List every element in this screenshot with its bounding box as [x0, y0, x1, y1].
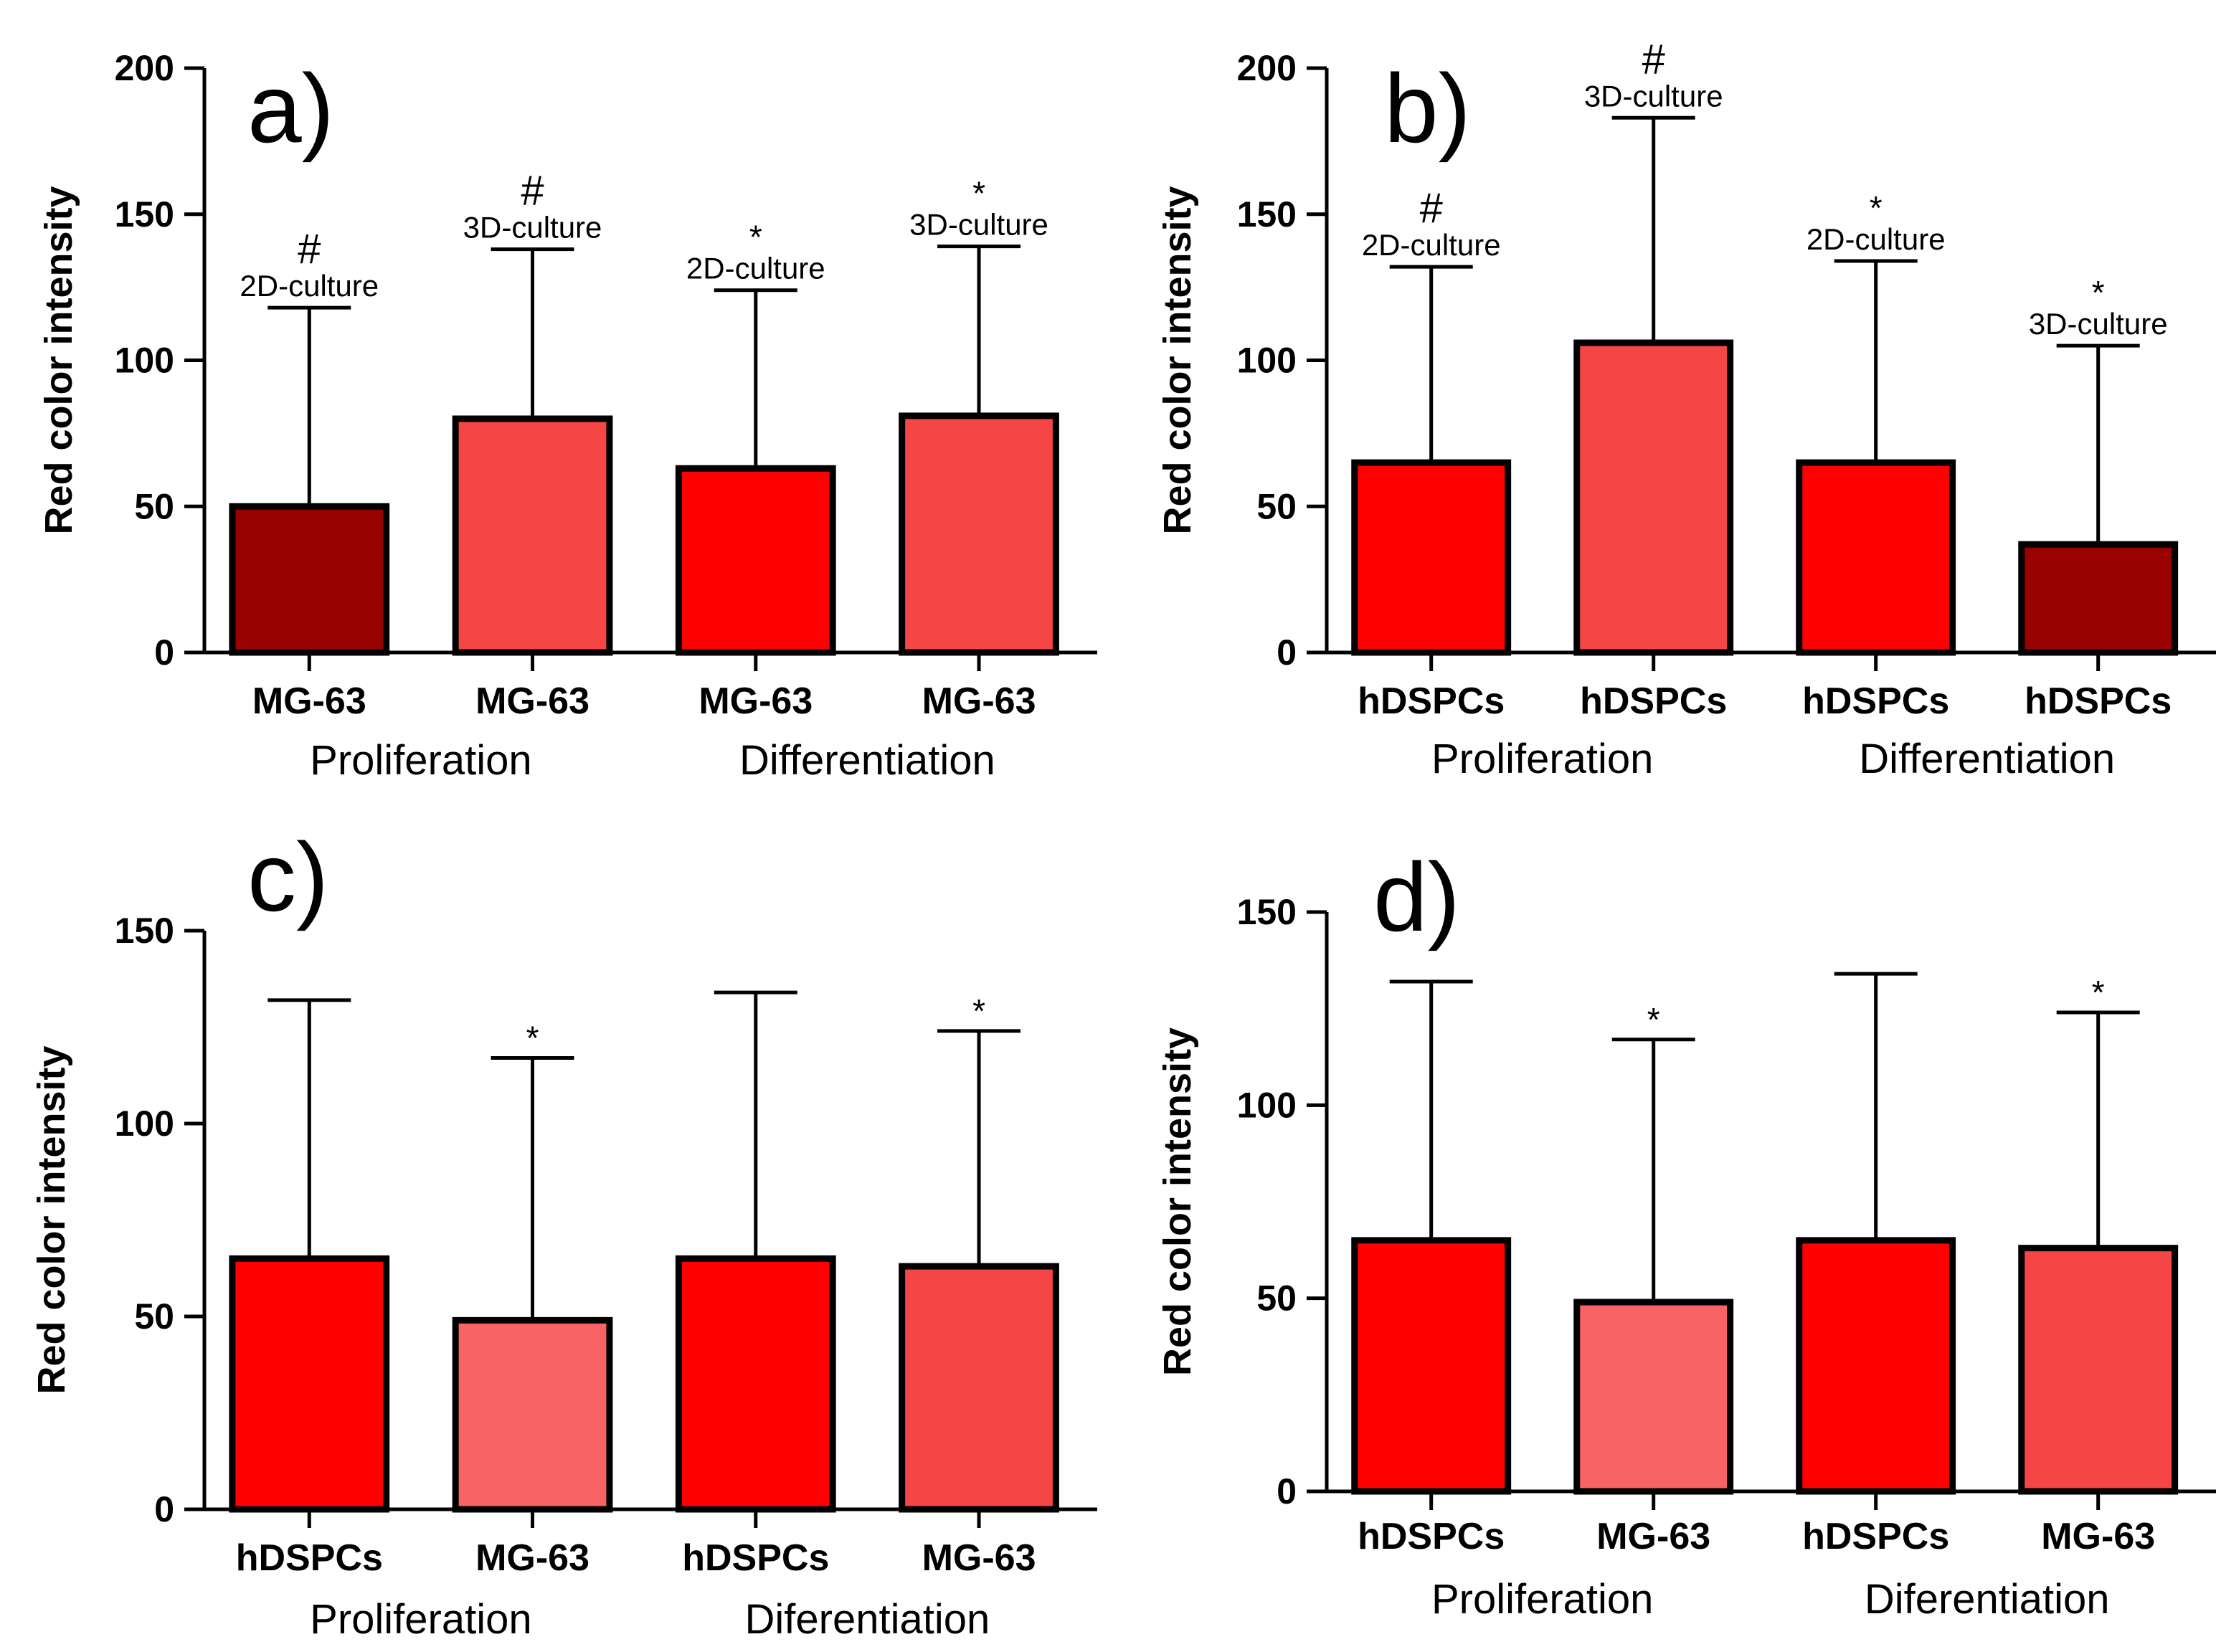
- x-category-label: MG-63: [922, 1537, 1036, 1579]
- annotation-symbol: #: [1642, 36, 1665, 82]
- x-category-label: MG-63: [252, 680, 366, 722]
- annotation-text: 3D-culture: [2029, 307, 2168, 341]
- y-tick-label: 0: [154, 632, 174, 673]
- x-category-label: MG-63: [698, 680, 813, 722]
- x-category-label: hDSPCs: [1802, 680, 1949, 722]
- annotation-symbol: *: [2092, 274, 2105, 311]
- y-tick-label: 50: [134, 1296, 174, 1337]
- chart-panel: a) 0 50 100 150 200 Red color intensity MG-63 2D…: [37, 48, 1097, 784]
- x-category-label: MG-63: [1596, 1516, 1710, 1557]
- bar: [229, 503, 390, 656]
- bar: [1573, 339, 1734, 656]
- bar: [1573, 1299, 1734, 1495]
- bar: [1351, 1237, 1512, 1495]
- bar: [899, 412, 1059, 656]
- x-category-label: hDSPCs: [1358, 1516, 1505, 1557]
- y-tick-label: 200: [1237, 48, 1297, 88]
- annotation-text: 2D-culture: [1362, 228, 1501, 262]
- y-axis-label: Red color intensity: [1156, 1027, 1199, 1376]
- annotation-symbol: *: [526, 1020, 539, 1057]
- y-tick-label: 150: [115, 911, 174, 951]
- x-group-label: Proliferation: [1431, 1576, 1653, 1623]
- y-tick-label: 50: [134, 486, 174, 526]
- x-group-label: Proliferation: [1431, 736, 1653, 782]
- bar: [1796, 1237, 1956, 1495]
- panel-label: a): [247, 54, 334, 163]
- annotation-symbol: *: [749, 219, 762, 256]
- chart-panel: c) 0 50 100 150 Red color intensity hDSPCs MG-6…: [30, 822, 1097, 1643]
- y-tick-label: 0: [154, 1489, 174, 1529]
- y-tick-label: 100: [115, 1103, 174, 1144]
- y-tick-label: 150: [1237, 892, 1297, 932]
- y-tick-label: 50: [1256, 1278, 1297, 1319]
- x-group-label: Proliferation: [310, 737, 531, 784]
- x-group-label: Diferentiation: [1865, 1576, 2110, 1623]
- x-category-label: MG-63: [2041, 1516, 2155, 1557]
- x-group-label: Differentiation: [1859, 736, 2115, 782]
- x-group-label: Proliferation: [310, 1596, 531, 1643]
- annotation-symbol: #: [298, 226, 321, 272]
- bar: [675, 1255, 836, 1513]
- bar: [452, 415, 613, 656]
- bar: [2018, 1245, 2179, 1495]
- annotation-text: 2D-culture: [240, 269, 379, 303]
- bar: [452, 1316, 613, 1513]
- y-tick-label: 150: [1237, 194, 1297, 234]
- bar: [2018, 541, 2179, 656]
- y-axis-label: Red color intensity: [1156, 186, 1199, 534]
- annotation-symbol: *: [1870, 189, 1883, 227]
- y-tick-label: 0: [1277, 1471, 1297, 1511]
- annotation-symbol: #: [521, 168, 544, 214]
- x-category-label: hDSPCs: [2025, 680, 2172, 722]
- bar: [229, 1255, 390, 1513]
- y-tick-label: 100: [1237, 1085, 1297, 1125]
- annotation-text: 2D-culture: [1806, 222, 1946, 256]
- x-category-label: hDSPCs: [1358, 680, 1505, 722]
- annotation-text: 3D-culture: [909, 208, 1048, 242]
- panel-label: d): [1373, 842, 1460, 951]
- panel-label: c): [247, 822, 328, 931]
- y-axis-label: Red color intensity: [37, 186, 80, 534]
- y-axis-label: Red color intensity: [30, 1045, 73, 1394]
- annotation-text: 3D-culture: [463, 211, 602, 245]
- x-category-label: MG-63: [475, 1537, 589, 1579]
- chart-panel: b) 0 50 100 150 200 Red color intensity hDSPCs 2…: [1156, 36, 2216, 782]
- annotation-symbol: *: [972, 175, 985, 212]
- annotation-symbol: *: [1647, 1001, 1660, 1038]
- x-category-label: MG-63: [922, 680, 1036, 722]
- y-tick-label: 100: [1237, 341, 1297, 381]
- x-category-label: hDSPCs: [1580, 680, 1727, 722]
- annotation-text: 3D-culture: [1584, 79, 1723, 113]
- x-group-label: Differentiation: [739, 737, 995, 784]
- chart-panel: d) 0 50 100 150 Red color intensity hDSPCs MG-6…: [1156, 842, 2216, 1623]
- y-tick-label: 50: [1256, 486, 1297, 526]
- x-category-label: hDSPCs: [1802, 1516, 1949, 1557]
- annotation-symbol: *: [972, 992, 985, 1030]
- annotation-symbol: #: [1420, 185, 1443, 232]
- bar: [675, 465, 836, 656]
- x-category-label: MG-63: [475, 680, 589, 722]
- x-category-label: hDSPCs: [682, 1537, 829, 1579]
- panel-label: b): [1384, 54, 1471, 163]
- y-tick-label: 200: [115, 48, 174, 88]
- y-tick-label: 150: [115, 194, 174, 234]
- x-group-label: Diferentiation: [745, 1596, 990, 1643]
- annotation-symbol: *: [2092, 974, 2105, 1011]
- bar: [1351, 459, 1512, 656]
- bar: [899, 1263, 1059, 1513]
- annotation-text: 2D-culture: [686, 252, 825, 285]
- y-tick-label: 0: [1277, 632, 1297, 673]
- x-category-label: hDSPCs: [236, 1537, 383, 1579]
- bar: [1796, 459, 1956, 656]
- y-tick-label: 100: [115, 341, 174, 381]
